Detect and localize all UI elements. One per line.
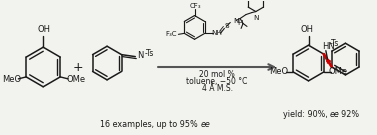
Text: -Ts: -Ts: [330, 39, 339, 48]
Text: CF₃: CF₃: [190, 3, 201, 9]
Text: MeO: MeO: [2, 75, 21, 84]
Text: toluene, −50 °C: toluene, −50 °C: [187, 77, 248, 86]
Text: S: S: [224, 23, 229, 29]
Text: NH: NH: [211, 30, 222, 36]
Text: ee: ee: [201, 120, 210, 129]
Text: F₃C: F₃C: [166, 31, 177, 37]
Text: +: +: [72, 60, 83, 73]
Text: 4 Å M.S.: 4 Å M.S.: [202, 84, 233, 93]
Text: OMe: OMe: [329, 68, 348, 76]
Text: OH: OH: [38, 25, 51, 34]
Text: OH: OH: [300, 25, 313, 34]
Text: H: H: [237, 21, 243, 26]
Text: yield: 90%,: yield: 90%,: [283, 110, 330, 119]
Text: HN: HN: [322, 42, 335, 51]
Text: N: N: [137, 51, 144, 60]
Text: OMe: OMe: [66, 75, 86, 84]
Text: : 92%: : 92%: [336, 110, 359, 119]
Text: 16 examples, up to 95%: 16 examples, up to 95%: [100, 120, 201, 129]
Text: ee: ee: [330, 110, 340, 119]
Text: N: N: [233, 18, 239, 24]
Text: 20 mol %: 20 mol %: [199, 70, 235, 79]
Text: MeO: MeO: [269, 68, 288, 76]
Text: -Ts: -Ts: [144, 49, 153, 58]
Text: N: N: [253, 15, 259, 21]
